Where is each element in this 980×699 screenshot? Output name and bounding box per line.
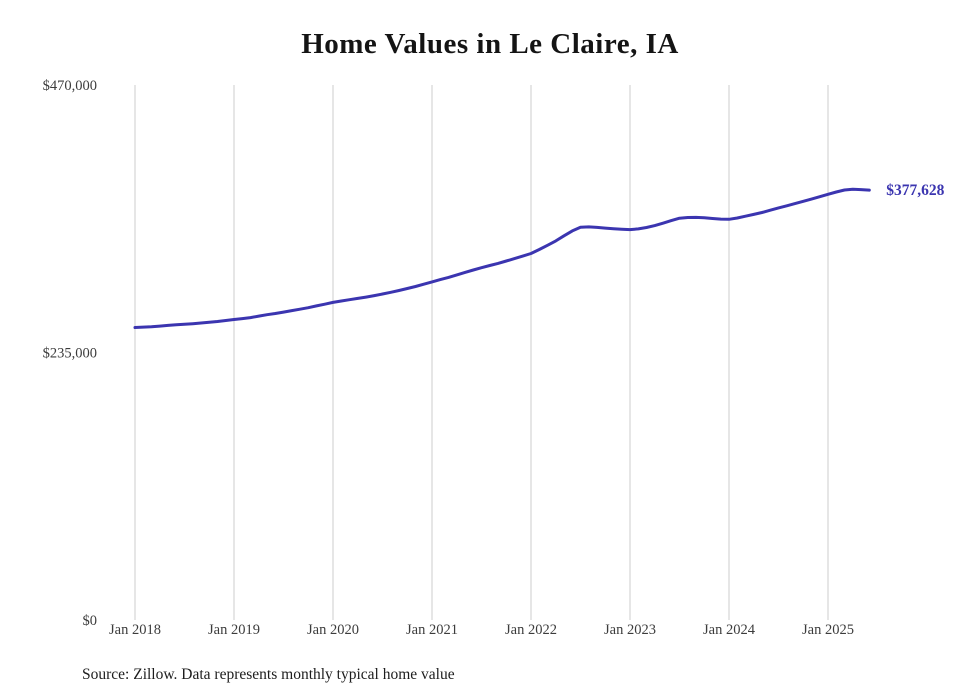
y-tick-label: $470,000 (43, 78, 97, 94)
x-tick-label: Jan 2024 (703, 622, 756, 638)
end-value-label: $377,628 (886, 182, 944, 199)
x-tick-label: Jan 2018 (109, 622, 161, 638)
x-tick-label: Jan 2025 (802, 622, 854, 638)
x-tick-label: Jan 2023 (604, 622, 656, 638)
x-tick-label: Jan 2022 (505, 622, 557, 638)
y-tick-label: $0 (83, 613, 98, 629)
x-tick-label: Jan 2019 (208, 622, 260, 638)
series-line (133, 187, 871, 329)
y-tick-label: $235,000 (43, 346, 97, 362)
x-tick-label: Jan 2020 (307, 622, 359, 638)
x-tick-label: Jan 2021 (406, 622, 458, 638)
chart-title: Home Values in Le Claire, IA (301, 28, 679, 60)
source-note: Source: Zillow. Data represents monthly … (82, 666, 455, 683)
